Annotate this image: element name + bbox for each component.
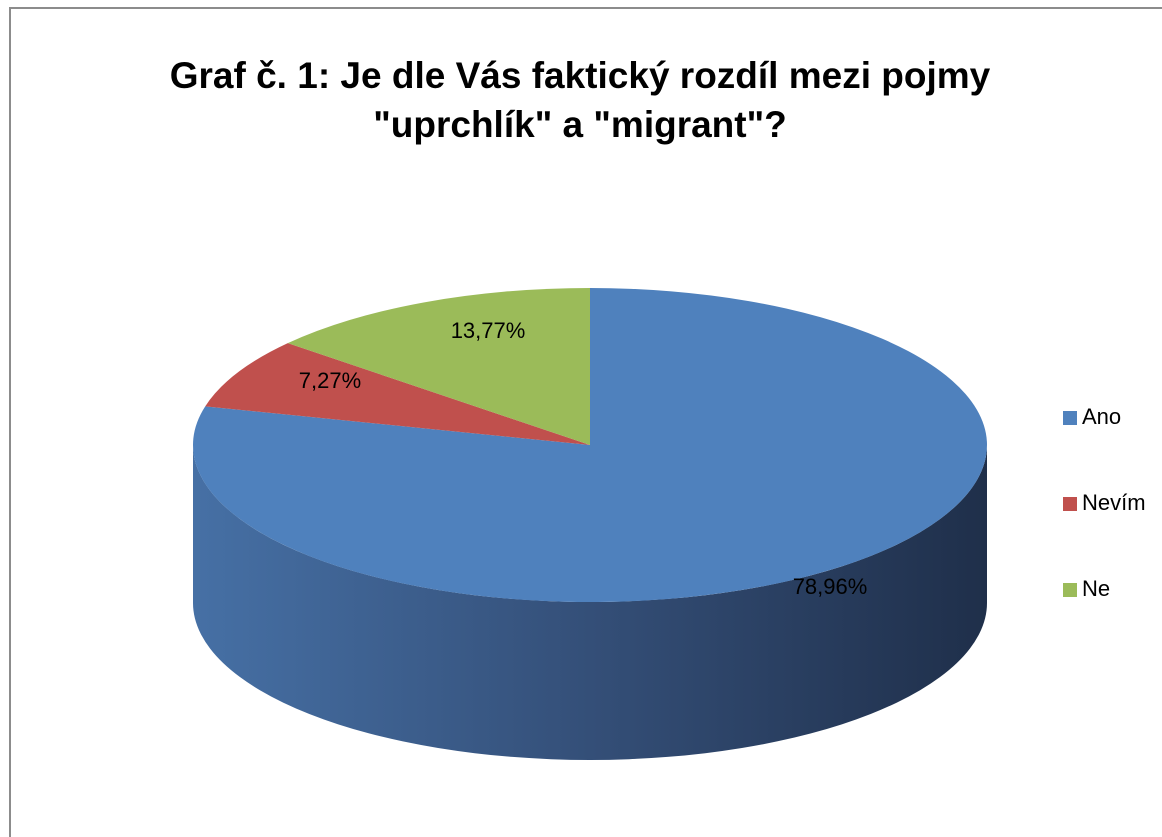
legend-label: Ne [1082, 576, 1110, 601]
chart-title: "uprchlík" a "migrant"? [373, 104, 787, 145]
pie-slice [287, 288, 590, 445]
pie-side [193, 445, 987, 760]
legend-label: Ano [1082, 404, 1121, 429]
legend-swatch [1063, 583, 1077, 597]
legend-swatch [1063, 411, 1077, 425]
data-label: 7,27% [299, 368, 361, 393]
chart-title: Graf č. 1: Je dle Vás faktický rozdíl me… [170, 55, 991, 96]
pie-slice [205, 343, 590, 445]
legend-label: Nevím [1082, 490, 1146, 515]
legend-swatch [1063, 497, 1077, 511]
data-label: 13,77% [451, 318, 526, 343]
data-label: 78,96% [793, 574, 868, 599]
